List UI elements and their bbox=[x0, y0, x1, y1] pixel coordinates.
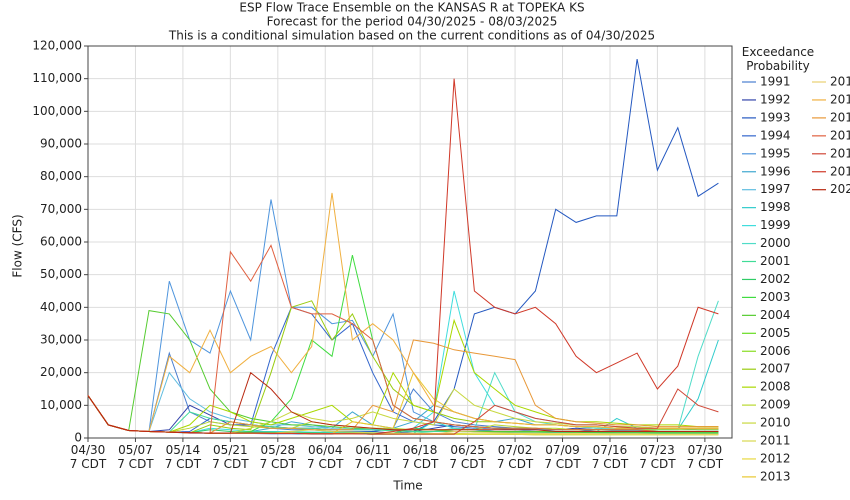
y-tick-label: 60,000 bbox=[40, 235, 82, 249]
y-tick-label: 50,000 bbox=[40, 267, 82, 281]
legend-label: 2018 bbox=[830, 146, 850, 160]
legend-label: 1996 bbox=[760, 164, 791, 178]
legend-label: 2005 bbox=[760, 326, 791, 340]
legend-label: 1997 bbox=[760, 182, 791, 196]
series-line bbox=[87, 371, 719, 434]
legend-label: 2002 bbox=[760, 272, 791, 286]
y-tick-label: 90,000 bbox=[40, 137, 82, 151]
x-tick-label: 05/07 7 CDT bbox=[117, 443, 154, 471]
x-tick-label: 05/21 7 CDT bbox=[212, 443, 249, 471]
legend-label: 1991 bbox=[760, 75, 791, 89]
x-tick-label: 06/25 7 CDT bbox=[449, 443, 486, 471]
legend-label: 1995 bbox=[760, 146, 791, 160]
x-tick-label: 06/18 7 CDT bbox=[401, 443, 439, 471]
y-tick-label: 20,000 bbox=[40, 365, 82, 379]
y-tick-label: 110,000 bbox=[32, 71, 82, 85]
legend-label: 2010 bbox=[760, 416, 791, 430]
y-axis-label: Flow (CFS) bbox=[11, 214, 25, 277]
legend-label: 1998 bbox=[760, 200, 791, 214]
x-tick-label: 07/30 7 CDT bbox=[686, 443, 724, 471]
legend-label: 2020 bbox=[830, 182, 850, 196]
chart-note: This is a conditional simulation based o… bbox=[168, 29, 655, 43]
x-tick-label: 04/30 7 CDT bbox=[69, 443, 107, 471]
y-tick-label: 0 bbox=[74, 431, 82, 445]
legend-title: Exceedance Probability bbox=[741, 45, 815, 73]
plot-frame bbox=[87, 45, 733, 439]
legend-label: 2003 bbox=[760, 290, 791, 304]
y-tick-label: 100,000 bbox=[32, 104, 82, 118]
y-tick-label: 120,000 bbox=[32, 39, 82, 53]
legend-label: 2015 bbox=[830, 92, 850, 106]
legend-label: 1994 bbox=[760, 128, 791, 142]
legend-label: 1992 bbox=[760, 92, 791, 106]
x-tick-label: 06/04 7 CDT bbox=[307, 443, 344, 471]
legend-label: 2007 bbox=[760, 362, 791, 376]
x-tick-label: 07/02 7 CDT bbox=[496, 443, 534, 471]
x-tick-label: 05/28 7 CDT bbox=[259, 443, 296, 471]
series-line bbox=[87, 192, 719, 433]
x-tick-label: 07/23 7 CDT bbox=[639, 443, 676, 471]
legend-label: 2001 bbox=[760, 254, 791, 268]
legend-label: 2013 bbox=[760, 469, 791, 483]
legend-label: 2004 bbox=[760, 308, 791, 322]
series-line bbox=[87, 395, 719, 434]
legend-label: 2017 bbox=[830, 128, 850, 142]
y-tick-label: 10,000 bbox=[40, 398, 82, 412]
legend-label: 2006 bbox=[760, 344, 791, 358]
legend-label: 2011 bbox=[760, 434, 791, 448]
legend-label: 2019 bbox=[830, 164, 850, 178]
legend-label: 2016 bbox=[830, 110, 850, 124]
series-line bbox=[87, 199, 719, 433]
y-tick-label: 70,000 bbox=[40, 202, 82, 216]
y-tick-label: 80,000 bbox=[40, 169, 82, 183]
x-tick-label: 06/11 7 CDT bbox=[354, 443, 391, 471]
legend-label: 1999 bbox=[760, 218, 791, 232]
y-tick-label: 30,000 bbox=[40, 333, 82, 347]
legend-label: 2014 bbox=[830, 75, 850, 89]
x-tick-label: 07/09 7 CDT bbox=[544, 443, 581, 471]
x-tick-label: 05/14 7 CDT bbox=[164, 443, 202, 471]
chart-title: ESP Flow Trace Ensemble on the KANSAS R … bbox=[239, 1, 584, 15]
x-tick-label: 07/16 7 CDT bbox=[591, 443, 629, 471]
legend-label: 2008 bbox=[760, 380, 791, 394]
legend-label: 2000 bbox=[760, 236, 791, 250]
x-axis-label: Time bbox=[392, 479, 422, 493]
legend-label: 2009 bbox=[760, 398, 791, 412]
y-tick-label: 40,000 bbox=[40, 300, 82, 314]
legend-label: 1993 bbox=[760, 110, 791, 124]
chart-subtitle: Forecast for the period 04/30/2025 - 08/… bbox=[267, 15, 558, 29]
series-line bbox=[87, 318, 719, 433]
legend-label: 2012 bbox=[760, 451, 791, 465]
